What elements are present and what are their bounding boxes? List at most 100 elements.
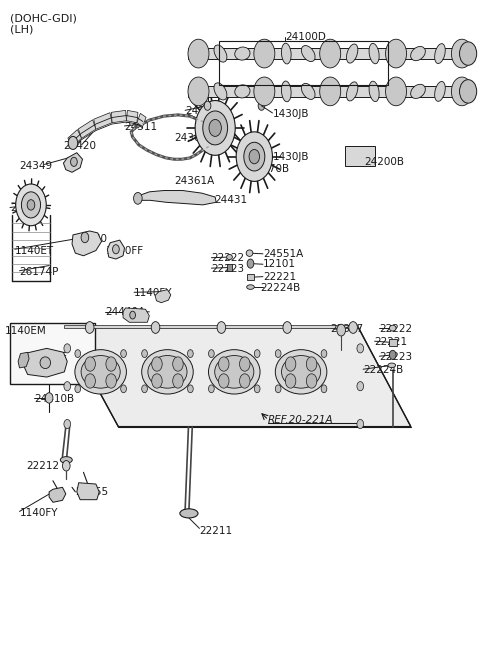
Circle shape — [195, 100, 235, 155]
Ellipse shape — [435, 44, 445, 64]
Polygon shape — [63, 153, 83, 172]
Ellipse shape — [235, 47, 250, 60]
Circle shape — [349, 322, 358, 333]
Circle shape — [217, 322, 226, 333]
Text: 24361A: 24361A — [175, 176, 215, 186]
Circle shape — [85, 357, 96, 371]
Text: 24200B: 24200B — [364, 157, 404, 168]
Text: 24100D: 24100D — [285, 32, 326, 43]
Circle shape — [385, 77, 407, 105]
Polygon shape — [108, 240, 124, 259]
Text: 22222: 22222 — [379, 324, 412, 334]
Circle shape — [283, 322, 291, 333]
Bar — [188, 86, 473, 97]
Text: (LH): (LH) — [10, 25, 33, 35]
Text: 24412E: 24412E — [30, 352, 67, 362]
Ellipse shape — [281, 356, 321, 388]
Polygon shape — [23, 348, 67, 377]
Circle shape — [188, 350, 193, 358]
Text: 24311: 24311 — [124, 122, 157, 132]
Text: REF.20-221A: REF.20-221A — [268, 415, 333, 425]
Circle shape — [451, 39, 472, 68]
Text: 22212: 22212 — [26, 460, 60, 471]
Circle shape — [16, 184, 46, 226]
Ellipse shape — [235, 85, 250, 98]
Bar — [227, 264, 232, 271]
Ellipse shape — [347, 44, 358, 63]
Circle shape — [75, 385, 81, 393]
Text: 24350D: 24350D — [185, 106, 226, 116]
Polygon shape — [72, 231, 102, 255]
Circle shape — [321, 350, 327, 358]
Circle shape — [81, 233, 89, 243]
Circle shape — [106, 357, 116, 371]
Circle shape — [240, 374, 250, 388]
Circle shape — [218, 357, 229, 371]
Text: 22221: 22221 — [263, 272, 296, 282]
Circle shape — [276, 350, 281, 358]
Circle shape — [62, 460, 70, 471]
Circle shape — [244, 142, 265, 171]
Ellipse shape — [148, 356, 187, 388]
Ellipse shape — [227, 254, 232, 259]
Circle shape — [357, 419, 364, 428]
Polygon shape — [64, 325, 359, 328]
Circle shape — [68, 136, 78, 149]
Circle shape — [306, 374, 317, 388]
Circle shape — [208, 350, 214, 358]
Circle shape — [64, 344, 71, 353]
Bar — [78, 120, 96, 138]
Ellipse shape — [369, 81, 379, 102]
Circle shape — [133, 193, 142, 204]
Ellipse shape — [369, 43, 379, 64]
Circle shape — [306, 357, 317, 371]
Ellipse shape — [411, 47, 425, 61]
Text: 23120: 23120 — [10, 203, 43, 213]
Circle shape — [208, 385, 214, 393]
Circle shape — [45, 393, 53, 403]
Circle shape — [64, 419, 71, 428]
Text: 1140FY: 1140FY — [134, 288, 172, 298]
Ellipse shape — [411, 84, 425, 98]
Text: 24361A: 24361A — [175, 134, 215, 143]
Text: (DOHC-GDI): (DOHC-GDI) — [10, 13, 77, 23]
Polygon shape — [77, 483, 99, 500]
Circle shape — [459, 42, 477, 66]
Ellipse shape — [214, 45, 227, 62]
Ellipse shape — [60, 457, 72, 463]
Circle shape — [27, 200, 35, 210]
Bar — [111, 110, 126, 122]
Text: 24410B: 24410B — [34, 394, 74, 404]
Circle shape — [320, 39, 341, 68]
Ellipse shape — [142, 350, 193, 394]
Ellipse shape — [75, 350, 126, 394]
Ellipse shape — [281, 81, 291, 102]
Ellipse shape — [180, 509, 198, 518]
Polygon shape — [64, 328, 411, 426]
Text: 21377: 21377 — [331, 324, 364, 334]
Bar — [94, 113, 112, 129]
Text: 22211: 22211 — [199, 526, 233, 536]
Circle shape — [276, 385, 281, 393]
Bar — [218, 41, 388, 85]
Circle shape — [321, 385, 327, 393]
Text: 22224B: 22224B — [363, 365, 403, 375]
Circle shape — [320, 77, 341, 105]
Circle shape — [152, 357, 162, 371]
Bar — [345, 146, 374, 166]
Circle shape — [71, 157, 77, 166]
Circle shape — [258, 101, 265, 110]
Circle shape — [152, 374, 162, 388]
Circle shape — [188, 385, 193, 393]
Circle shape — [113, 245, 119, 253]
Ellipse shape — [208, 350, 260, 394]
Ellipse shape — [347, 82, 358, 101]
Circle shape — [258, 145, 265, 154]
Text: 24420: 24420 — [63, 141, 96, 151]
Circle shape — [240, 357, 250, 371]
Circle shape — [173, 357, 183, 371]
Circle shape — [254, 77, 275, 105]
Text: 12101: 12101 — [263, 259, 296, 269]
Circle shape — [106, 374, 116, 388]
Polygon shape — [135, 191, 216, 205]
